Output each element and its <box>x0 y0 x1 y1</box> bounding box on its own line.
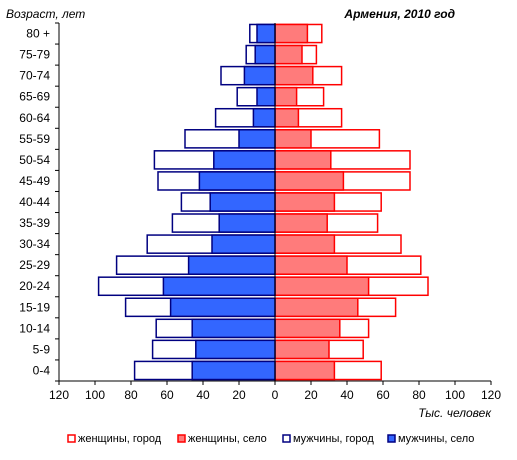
bar-male-rural <box>169 297 276 318</box>
bar-male-rural <box>211 234 276 254</box>
chart-title: Армения, 2010 год <box>343 7 455 21</box>
bar-male-rural <box>191 360 276 381</box>
y-tick-label: 55-59 <box>19 132 50 146</box>
y-tick-label: 65-69 <box>19 90 50 104</box>
y-tick-label: 75-79 <box>19 48 50 62</box>
legend-swatch-female-rural <box>177 434 186 443</box>
y-tick-label: 35-39 <box>19 216 50 230</box>
y-tick-label: 10-14 <box>19 321 50 335</box>
x-tick-label: 20 <box>304 388 318 402</box>
bar-female-rural <box>274 86 298 107</box>
y-tick-label: 25-29 <box>19 258 50 272</box>
x-tick-label: 120 <box>481 388 501 402</box>
x-tick-label: 20 <box>232 388 246 402</box>
bar-female-rural <box>274 192 336 212</box>
bar-female-rural <box>274 44 303 65</box>
bar-male-rural <box>213 150 276 170</box>
bar-male-rural <box>256 86 276 107</box>
bar-male-rural <box>243 65 276 86</box>
bar-female-rural <box>274 297 359 318</box>
x-tick-label: 40 <box>340 388 354 402</box>
bar-male-rural <box>195 339 276 360</box>
y-tick-label: 5-9 <box>33 342 51 356</box>
y-tick-label: 15-19 <box>19 300 50 314</box>
legend-swatch-female-urban <box>67 434 76 443</box>
bar-male-rural <box>256 23 276 44</box>
y-tick-label: 70-74 <box>19 69 50 83</box>
legend-label-female-rural: женщины, село <box>188 433 267 445</box>
bar-male-rural <box>238 129 276 149</box>
y-tick-label: 40-44 <box>19 195 50 209</box>
bar-female-rural <box>274 23 309 44</box>
bar-female-rural <box>274 129 312 149</box>
bar-male-rural <box>191 318 276 339</box>
bar-female-rural <box>274 65 314 86</box>
bar-male-rural <box>252 107 276 128</box>
y-tick-label: 20-24 <box>19 279 50 293</box>
y-tick-label: 50-54 <box>19 153 50 167</box>
y-tick-label: 60-64 <box>19 111 50 125</box>
bar-male-rural <box>198 171 276 191</box>
legend-swatch-male-rural <box>387 434 396 443</box>
x-axis-label: Тыс. человек <box>418 406 492 420</box>
bar-female-rural <box>274 360 336 381</box>
bar-female-rural <box>274 171 345 191</box>
y-tick-label: 30-34 <box>19 237 50 251</box>
x-tick-label: 100 <box>445 388 465 402</box>
x-tick-label: 80 <box>124 388 138 402</box>
bar-female-rural <box>274 107 300 128</box>
bar-female-rural <box>274 213 328 233</box>
bar-female-rural <box>274 255 348 275</box>
bar-female-rural <box>274 234 336 254</box>
bar-male-rural <box>254 44 276 65</box>
bar-male-rural <box>162 276 276 297</box>
legend: женщины, город женщины, село мужчины, горо… <box>67 433 474 445</box>
bar-female-rural <box>274 339 330 360</box>
y-axis-label: Возраст, лет <box>6 7 85 21</box>
x-tick-label: 80 <box>412 388 426 402</box>
bar-male-rural <box>209 192 276 212</box>
legend-label-female-urban: женщины, город <box>78 433 162 445</box>
x-tick-label: 100 <box>85 388 105 402</box>
legend-label-male-rural: мужчины, село <box>398 433 474 445</box>
x-tick-label: 60 <box>376 388 390 402</box>
x-tick-label: 40 <box>196 388 210 402</box>
bar-male-rural <box>187 255 276 275</box>
bar-female-rural <box>274 318 341 339</box>
x-tick-label: 60 <box>160 388 174 402</box>
bar-female-rural <box>274 150 332 170</box>
bar-female-rural <box>274 276 370 297</box>
bar-male-rural <box>218 213 276 233</box>
y-tick-label: 45-49 <box>19 174 50 188</box>
y-tick-label: 80 + <box>26 27 50 41</box>
legend-swatch-male-urban <box>282 434 291 443</box>
x-tick-label: 120 <box>49 388 69 402</box>
legend-label-male-urban: мужчины, город <box>293 433 374 445</box>
y-tick-label: 0-4 <box>33 363 51 377</box>
x-tick-label: 0 <box>272 388 279 402</box>
